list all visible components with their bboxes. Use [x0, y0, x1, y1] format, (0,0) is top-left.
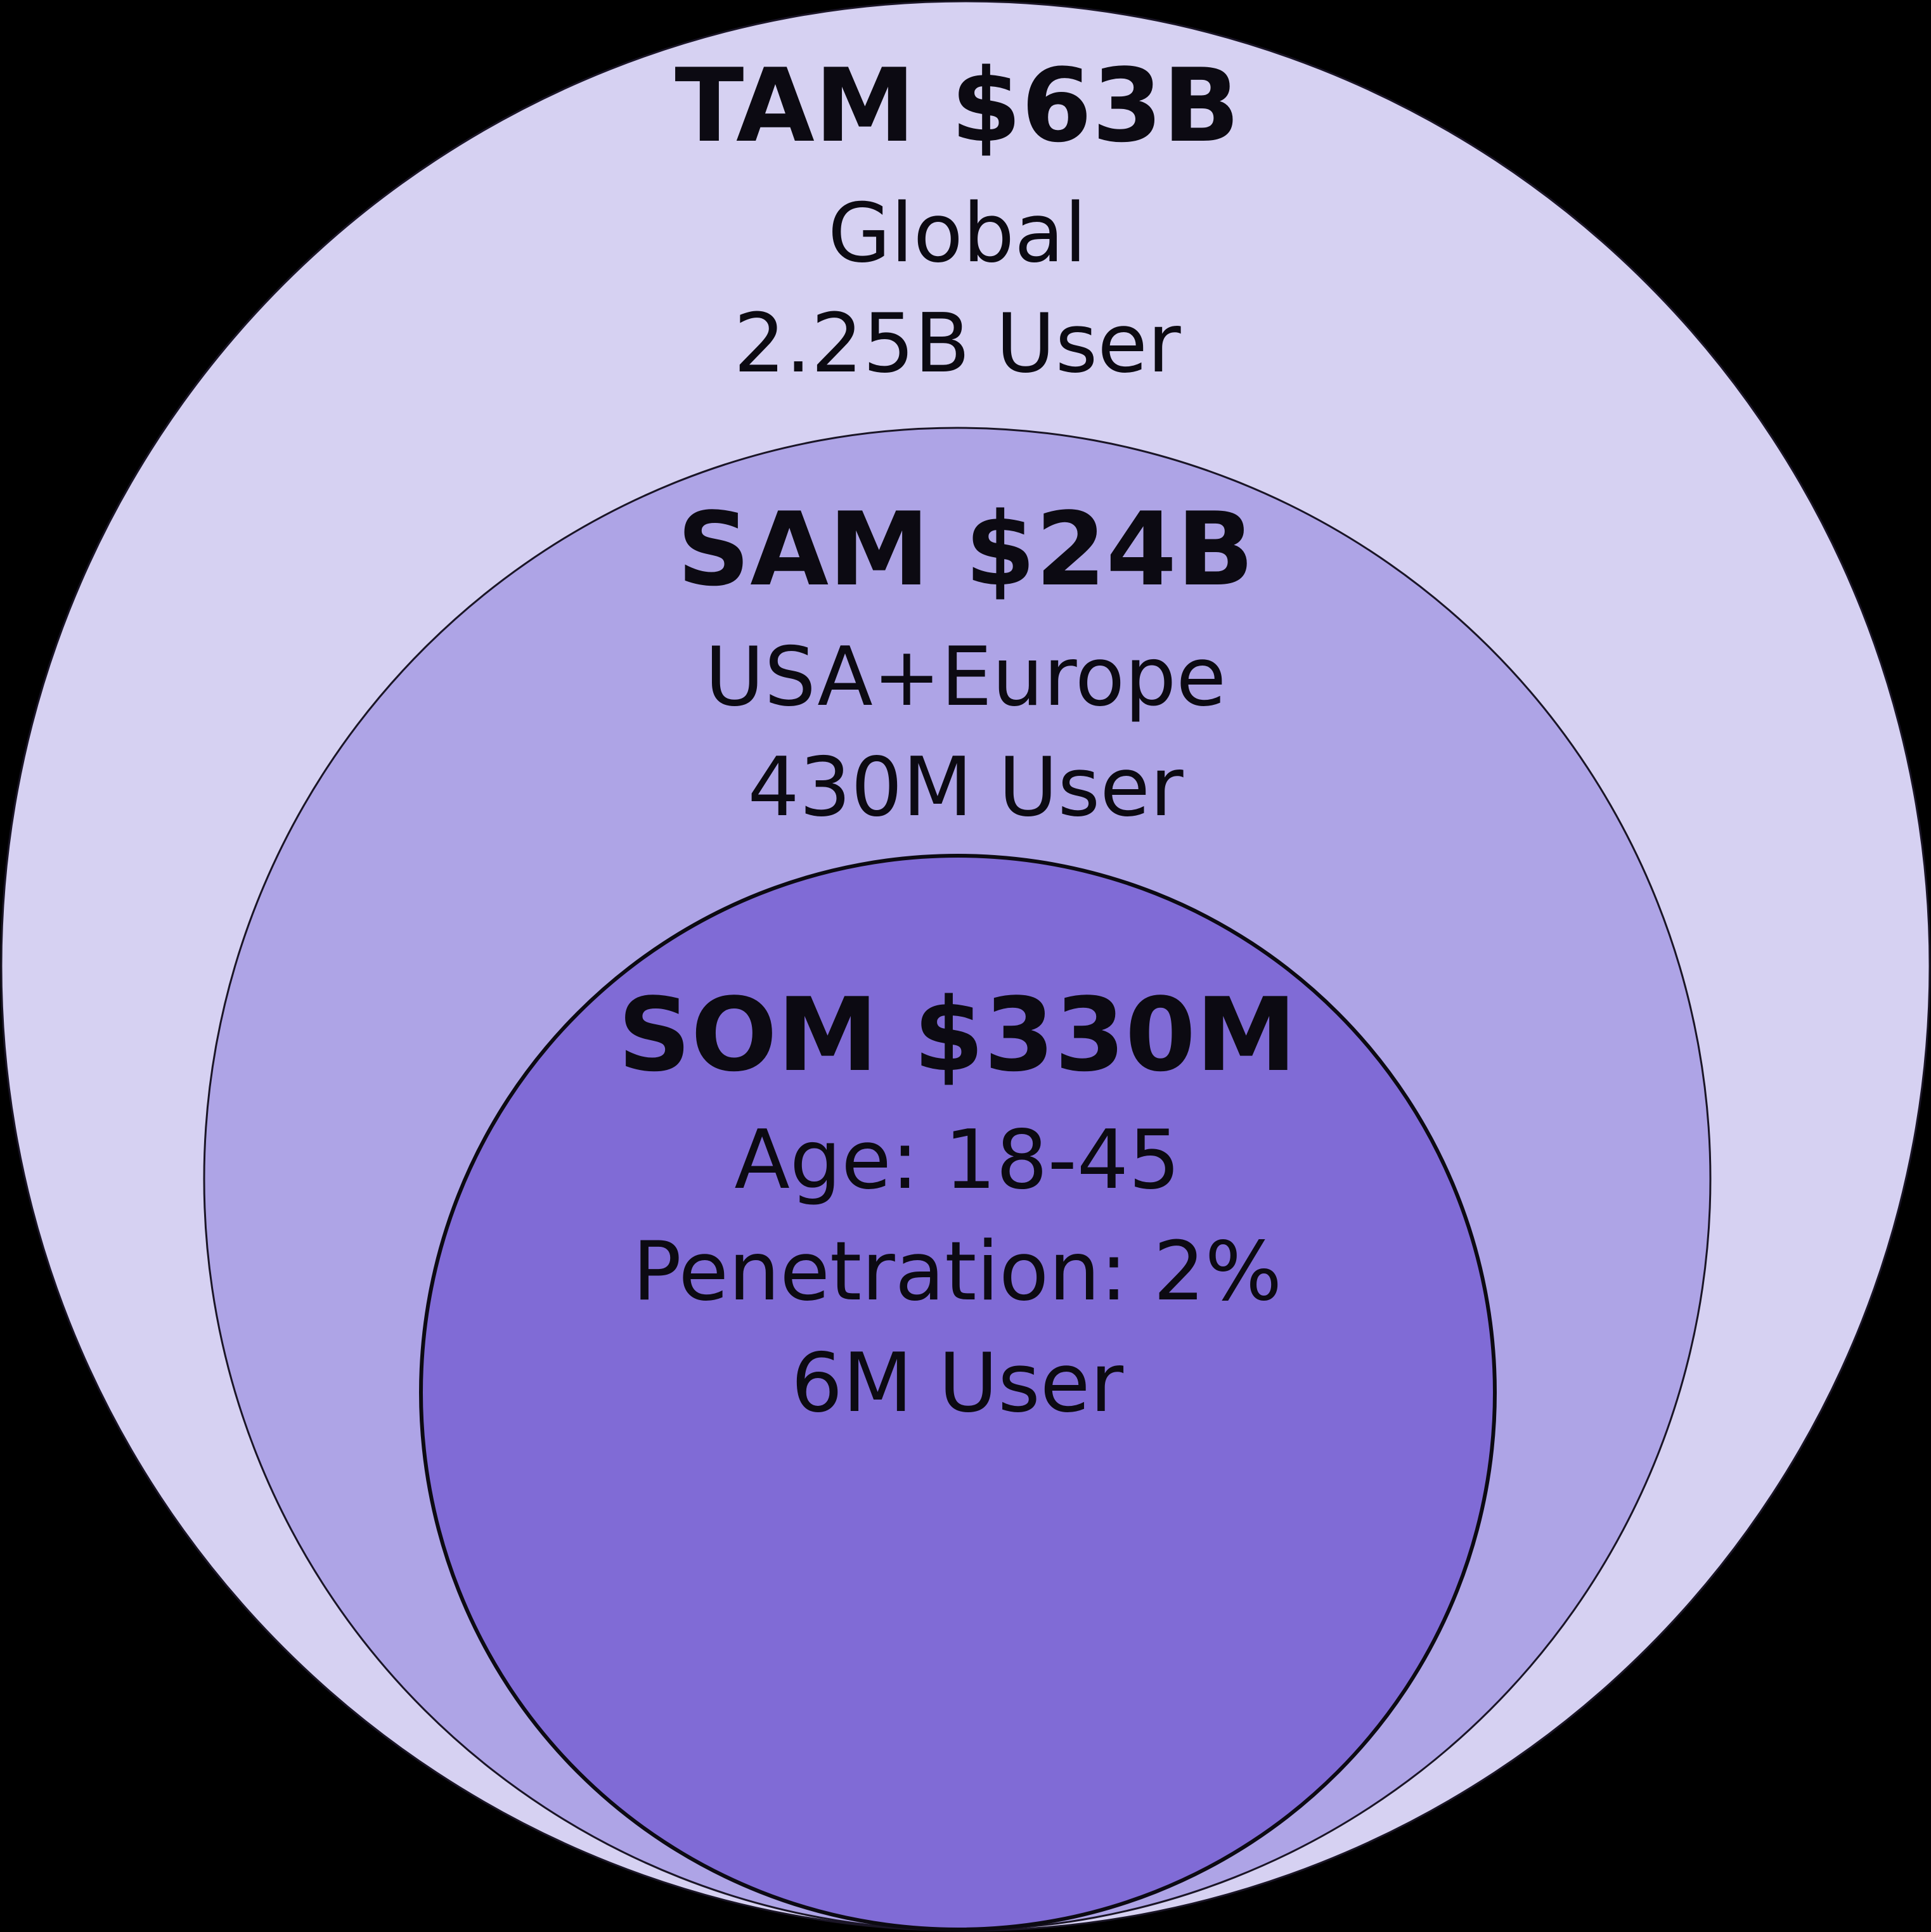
som-penetration-label: Penetration: 2% [633, 1225, 1282, 1319]
sam-users-label: 430M User [747, 740, 1184, 835]
som-heading: SOM $330M [618, 976, 1297, 1094]
tam-heading: TAM $63B [675, 46, 1239, 165]
sam-heading: SAM $24B [677, 490, 1254, 609]
tam-users-label: 2.25B User [733, 297, 1181, 391]
tam-region-label: Global [828, 186, 1087, 281]
som-age-label: Age: 18-45 [734, 1113, 1180, 1208]
som-circle [419, 854, 1497, 1931]
sam-region-label: USA+Europe [705, 630, 1226, 724]
som-users-label: 6M User [791, 1336, 1124, 1431]
